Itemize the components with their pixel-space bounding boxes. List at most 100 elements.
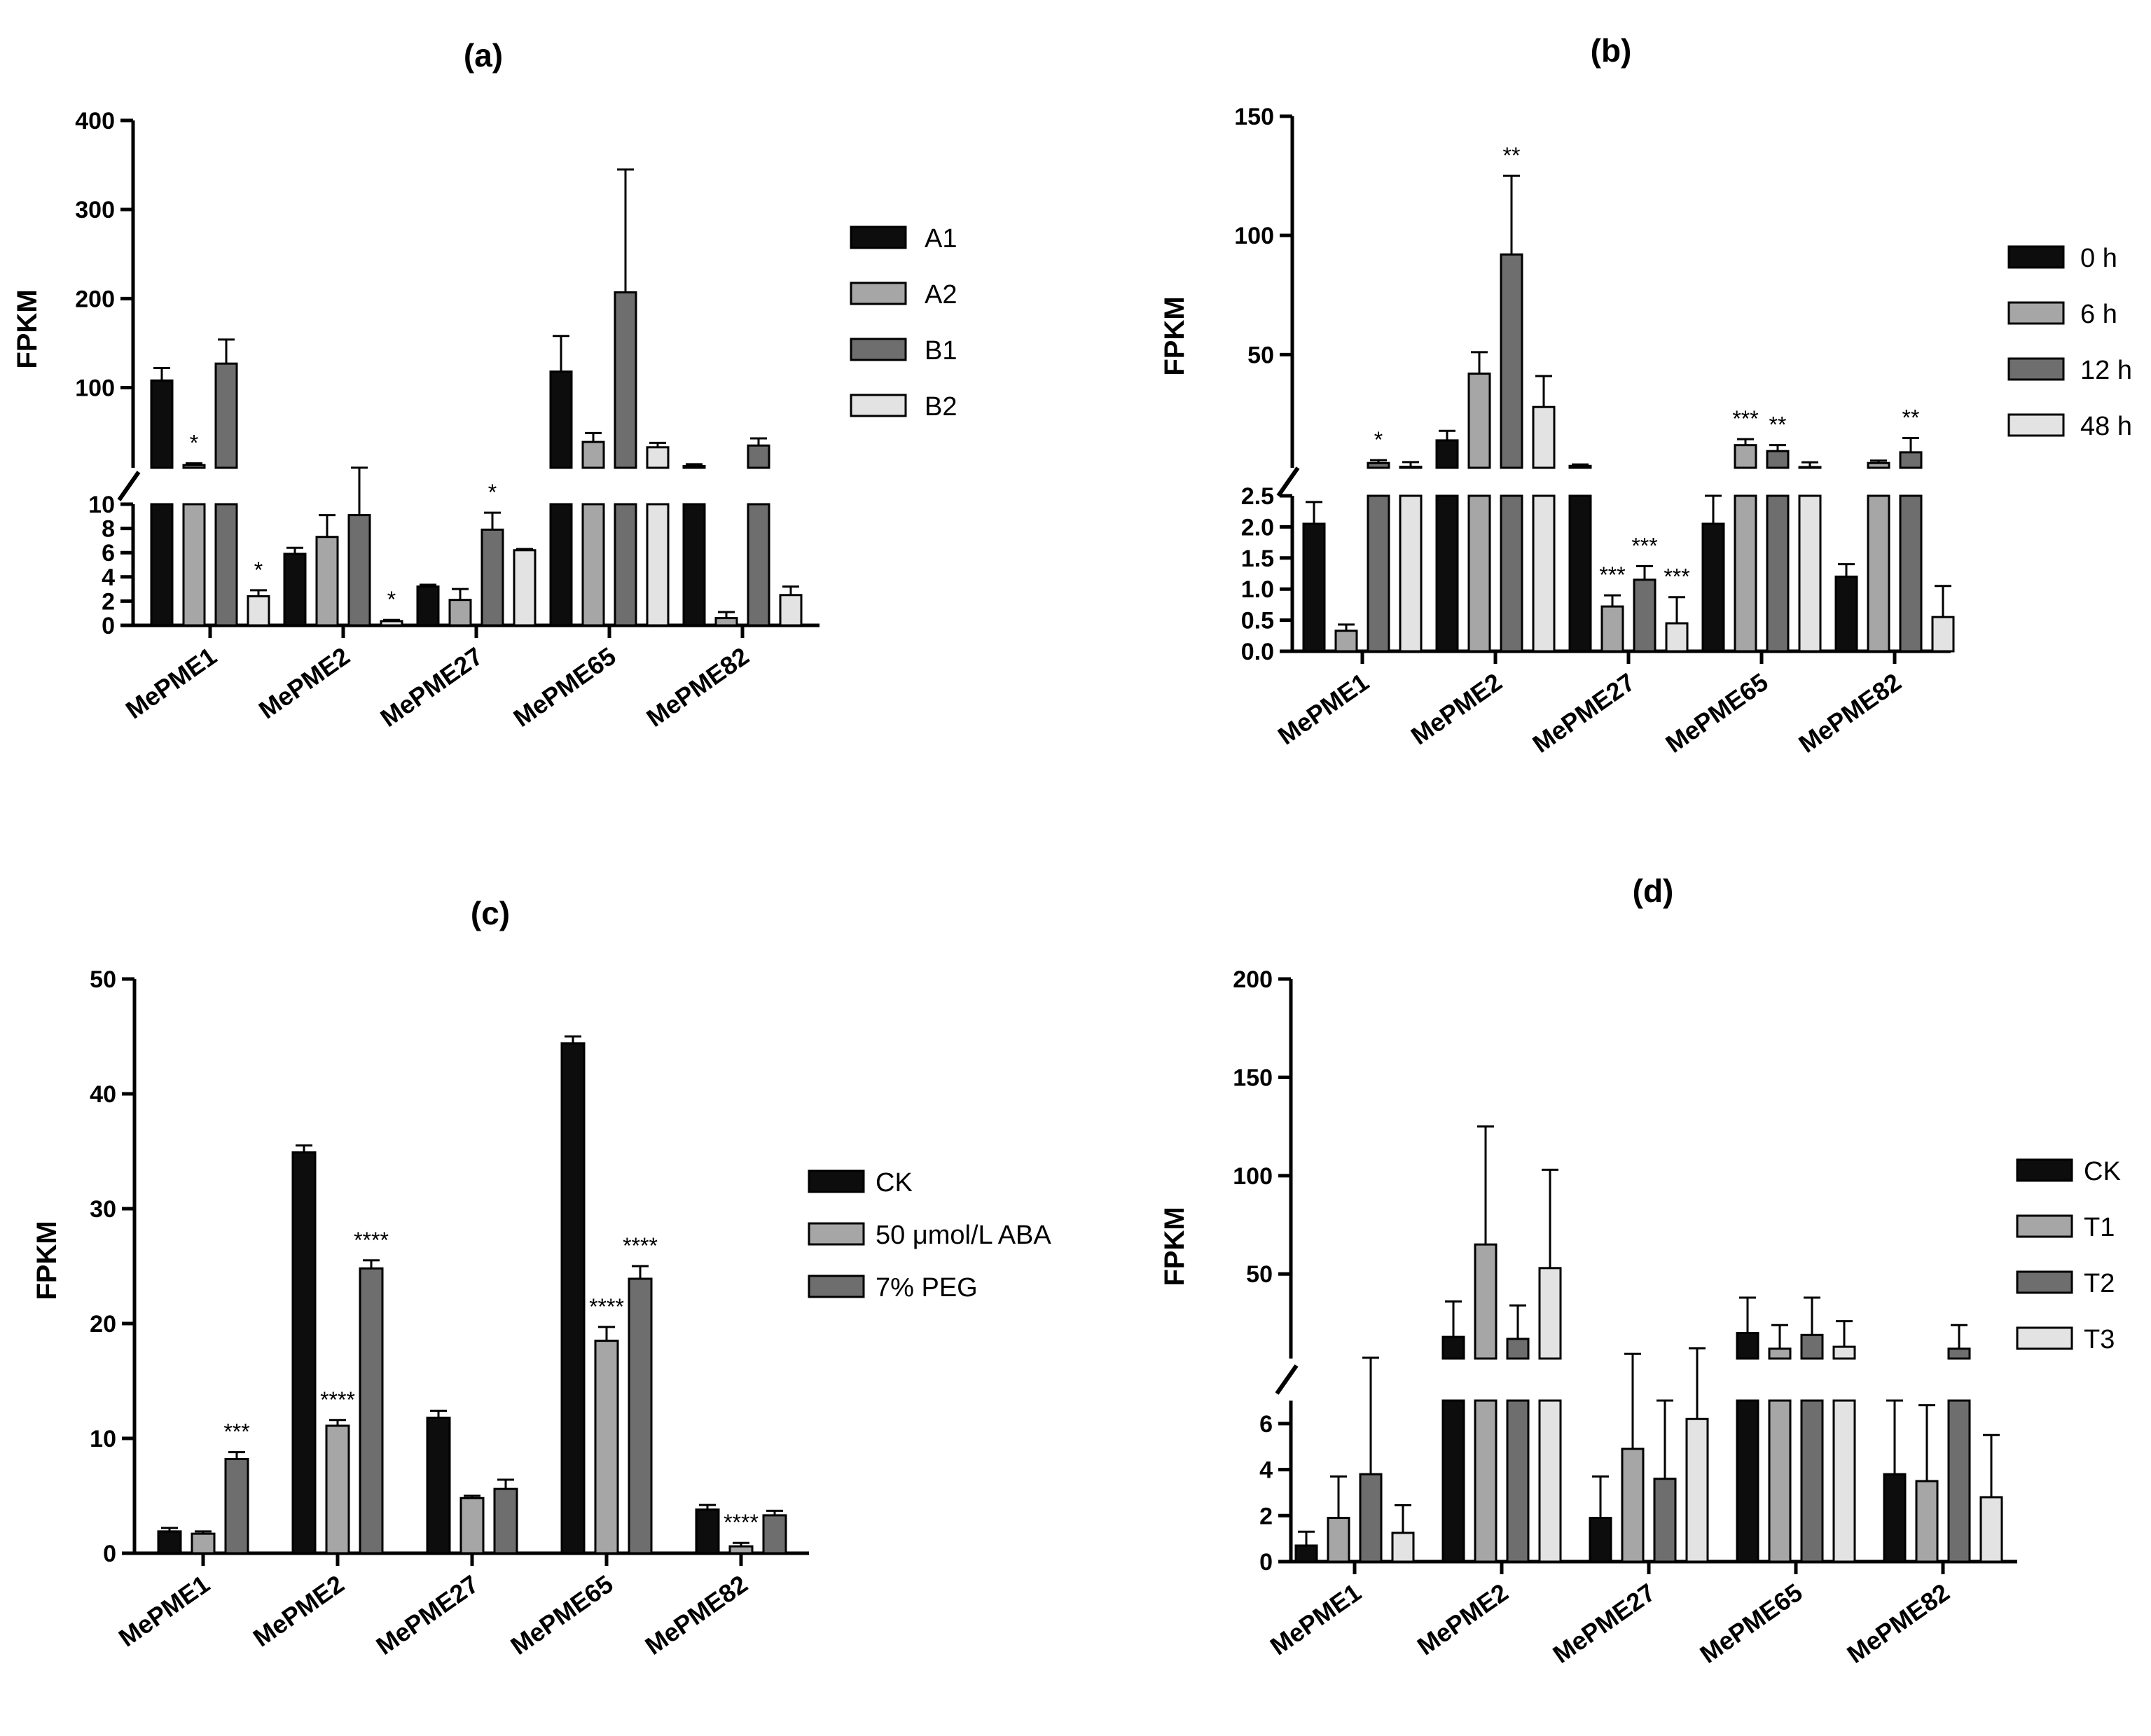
y-tick-label: 20 <box>90 1311 116 1338</box>
x-tick-label: MePME1 <box>1265 1578 1367 1661</box>
bar-A1-MePME82 <box>682 464 706 469</box>
bar-0-h-MePME65 <box>1701 522 1725 653</box>
y-tick-label: 6 <box>102 540 115 567</box>
legend-swatch-6-h <box>2007 301 2065 325</box>
legend-label: CK <box>876 1168 913 1197</box>
bar-T1-MePME2-lower <box>1474 1399 1498 1563</box>
bar-48-h-MePME2-lower <box>1532 494 1556 653</box>
bar-T2-MePME65 <box>1800 1333 1824 1360</box>
y-tick-label: 2 <box>102 588 115 615</box>
bar-B2-MePME82 <box>779 594 803 627</box>
bar-6-h-MePME2-lower <box>1467 494 1491 653</box>
x-tick-label: MePME2 <box>248 1569 350 1653</box>
y-tick-label: 4 <box>1259 1457 1273 1484</box>
chart-title: (b) <box>1591 32 1632 69</box>
significance-label: ** <box>1503 143 1521 168</box>
y-tick-label: 2 <box>1259 1503 1273 1529</box>
bar-6-h-MePME1 <box>1334 630 1358 653</box>
y-axis-label: FPKM <box>1159 296 1190 375</box>
bar-A1-MePME1-lower <box>150 503 174 627</box>
bar-B2-MePME65-lower <box>646 503 670 627</box>
legend-swatch-T1 <box>2016 1214 2073 1238</box>
y-tick-label: 300 <box>75 197 115 223</box>
bar-B1-MePME65 <box>614 291 637 469</box>
legend-label: 7% PEG <box>876 1273 978 1303</box>
y-tick-label: 400 <box>75 108 115 134</box>
bar-50-mol-L-ABA-MePME2 <box>325 1424 350 1555</box>
y-tick-label: 1.0 <box>1241 576 1274 603</box>
bar-T3-MePME2 <box>1538 1267 1562 1360</box>
bar-CK-MePME65 <box>1736 1331 1759 1360</box>
legend-swatch-CK <box>808 1169 865 1193</box>
significance-label: **** <box>589 1294 624 1319</box>
y-tick-label: 50 <box>90 966 116 993</box>
legend-swatch-50-mol-L-ABA <box>808 1222 865 1246</box>
bar-B1-MePME65-lower <box>614 503 637 627</box>
significance-label: **** <box>724 1510 759 1535</box>
y-tick-label: 100 <box>75 375 115 402</box>
legend-label: 48 h <box>2080 412 2132 441</box>
legend-swatch-A2 <box>850 282 907 305</box>
bar-T3-MePME2-lower <box>1538 1399 1562 1563</box>
bar-A2-MePME1-lower <box>182 503 206 627</box>
significance-label: *** <box>1664 564 1689 590</box>
axis-break-mark <box>1275 1364 1299 1395</box>
legend-swatch-0-h <box>2007 245 2065 269</box>
bar-12-h-MePME2-lower <box>1500 494 1523 653</box>
chart-title: (a) <box>464 37 503 74</box>
bar-T3-MePME65-lower <box>1832 1399 1856 1563</box>
x-tick-label: MePME2 <box>1406 667 1507 751</box>
bar-7-PEG-MePME1 <box>224 1458 249 1555</box>
bar-B2-MePME65 <box>646 446 670 469</box>
bar-0-h-MePME2-lower <box>1435 494 1459 653</box>
bar-48-h-MePME1 <box>1399 466 1423 469</box>
bar-B2-MePME1 <box>247 595 270 627</box>
bar-CK-MePME82 <box>1883 1473 1907 1563</box>
bar-6-h-MePME82-lower <box>1867 494 1890 653</box>
bar-CK-MePME27 <box>1589 1517 1612 1563</box>
y-tick-label: 50 <box>1246 1261 1273 1288</box>
legend-label: B1 <box>925 336 957 366</box>
significance-label: * <box>387 587 396 612</box>
bar-12-h-MePME65 <box>1766 450 1790 469</box>
bar-0-h-MePME1 <box>1302 522 1326 653</box>
y-tick-label: 40 <box>90 1081 116 1108</box>
bar-12-h-MePME82-lower <box>1899 494 1923 653</box>
bar-12-h-MePME1-lower <box>1367 494 1390 653</box>
bar-7-PEG-MePME27 <box>493 1487 518 1555</box>
bar-48-h-MePME82 <box>1931 616 1955 653</box>
bar-T2-MePME2 <box>1506 1338 1530 1360</box>
bar-6-h-MePME65 <box>1734 444 1757 469</box>
bar-B2-MePME2 <box>380 620 403 627</box>
y-axis-label: FPKM <box>32 1221 62 1300</box>
bar-50-mol-L-ABA-MePME27 <box>459 1497 485 1555</box>
bar-50-mol-L-ABA-MePME65 <box>594 1340 619 1555</box>
legend-swatch-12-h <box>2007 357 2065 381</box>
y-tick-label: 2.5 <box>1241 483 1274 510</box>
y-tick-label: 0.5 <box>1241 608 1274 634</box>
x-tick-label: MePME27 <box>1527 667 1640 758</box>
y-axis-label: FPKM <box>12 289 43 368</box>
bar-0-h-MePME27-lower <box>1568 494 1592 653</box>
y-tick-label: 0 <box>103 1541 116 1567</box>
x-tick-label: MePME2 <box>1412 1578 1514 1661</box>
bar-B1-MePME27 <box>480 528 504 627</box>
chart-b: (b) FPKM 0.0 0.5 1.0 1.5 2.0 2.5 50 100 150 MePME1 M… <box>1159 32 2132 758</box>
legend-swatch-B1 <box>850 338 907 361</box>
axis-break-mark <box>117 471 141 501</box>
legend-label: A1 <box>925 224 957 254</box>
y-tick-label: 4 <box>102 564 115 591</box>
bar-12-h-MePME82 <box>1899 451 1923 469</box>
bar-T3-MePME82 <box>1979 1496 2003 1563</box>
significance-label: ** <box>1902 405 1920 430</box>
bar-T1-MePME1 <box>1327 1517 1350 1563</box>
y-tick-label: 50 <box>1247 342 1274 368</box>
significance-label: **** <box>354 1228 389 1253</box>
y-tick-label: 1.5 <box>1241 546 1274 572</box>
bar-A1-MePME1 <box>150 379 174 469</box>
y-tick-label: 0.0 <box>1241 639 1274 665</box>
bar-0-h-MePME27 <box>1568 464 1592 469</box>
bar-B1-MePME82 <box>747 444 770 469</box>
